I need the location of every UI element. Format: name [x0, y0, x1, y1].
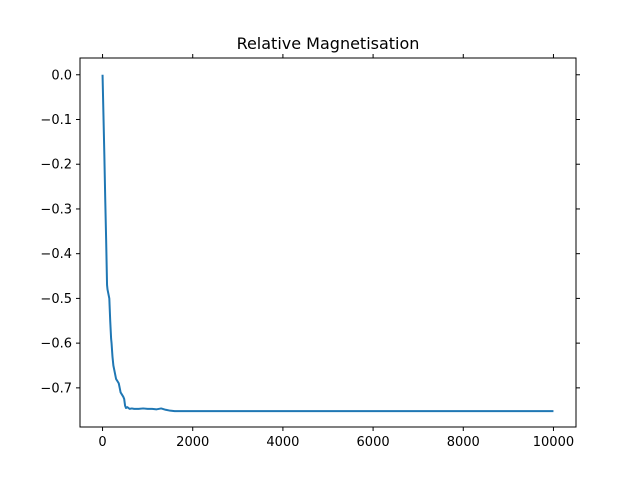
y-tick-label: −0.3	[40, 202, 72, 217]
y-tick-label: −0.1	[40, 113, 72, 128]
x-tick-label: 6000	[357, 435, 390, 450]
y-tick-label: −0.5	[40, 292, 72, 307]
x-tick-label: 10000	[533, 435, 574, 450]
chart-title: Relative Magnetisation	[237, 34, 420, 53]
x-axis: 0 2000 4000 6000 8000 10000	[98, 54, 574, 450]
x-tick-label: 4000	[266, 435, 299, 450]
plot-frame	[79, 57, 577, 428]
y-tick-label: 0.0	[51, 68, 72, 83]
y-tick-label: −0.6	[40, 337, 72, 352]
series-line-0	[101, 74, 554, 413]
y-tick-label: −0.4	[40, 247, 72, 262]
y-tick-label: −0.7	[40, 381, 72, 396]
x-tick-label: 0	[98, 435, 106, 450]
x-tick-label: 8000	[447, 435, 480, 450]
y-tick-label: −0.2	[40, 158, 72, 173]
x-tick-label: 2000	[176, 435, 209, 450]
y-axis: 0.0 −0.1 −0.2 −0.3 −0.4 −0.5 −0.6 −0.7	[40, 68, 580, 396]
plot-series	[101, 74, 554, 413]
